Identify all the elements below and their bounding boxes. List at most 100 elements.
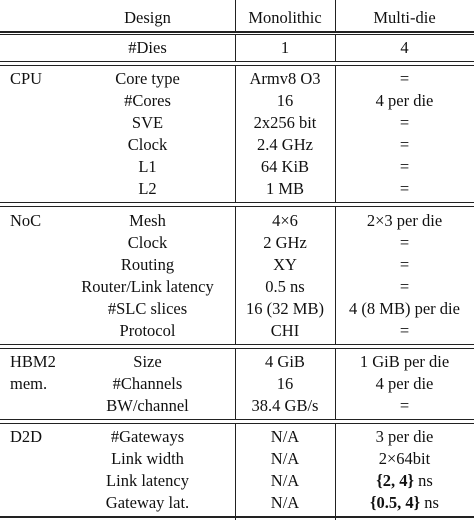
table-row: Protocol CHI = — [0, 320, 474, 342]
rule-gap — [0, 33, 474, 34]
monolithic-value: 1 MB — [265, 179, 305, 198]
dies-monolithic: 1 — [280, 38, 290, 57]
row-label: Router/Link latency — [81, 277, 214, 296]
row-label: Protocol — [119, 321, 176, 340]
row-label: Link latency — [106, 471, 189, 490]
multi-die-value: {2, 4} ns — [335, 470, 474, 492]
header-monolithic: Monolithic — [248, 8, 322, 27]
table-row: SVE 2x256 bit = — [0, 112, 474, 134]
multi-die-value: 2×64bit — [378, 449, 431, 468]
group-label-noc: NoC — [10, 211, 42, 230]
monolithic-value: 2 GHz — [263, 233, 307, 252]
rule — [0, 31, 474, 33]
multi-die-value: 4 per die — [375, 91, 434, 110]
table-row: #SLC slices 16 (32 MB) 4 (8 MB) per die — [0, 298, 474, 320]
table-row: L1 64 KiB = — [0, 156, 474, 178]
multi-die-value: = — [399, 255, 410, 274]
multi-die-value: = — [399, 321, 410, 340]
rule — [0, 348, 474, 349]
row-label: #Channels — [112, 374, 183, 393]
multi-die-value: = — [399, 396, 410, 415]
table-row: Router/Link latency 0.5 ns = — [0, 276, 474, 298]
row-label: Core type — [115, 69, 180, 88]
multi-die-value: 2×3 per die — [366, 211, 443, 230]
dies-row: #Dies 1 4 — [0, 37, 474, 59]
rule — [0, 61, 474, 62]
rule — [0, 34, 474, 35]
monolithic-value: 16 — [276, 91, 294, 110]
rule — [0, 516, 474, 518]
row-label: L2 — [138, 179, 157, 198]
table-row: D2D #Gateways N/A 3 per die — [0, 426, 474, 448]
monolithic-value: N/A — [270, 471, 300, 490]
monolithic-value: 16 — [276, 374, 294, 393]
monolithic-value: 4×6 — [272, 211, 298, 230]
monolithic-value: CHI — [270, 321, 300, 340]
table-row: BW/channel 38.4 GB/s = — [0, 395, 474, 417]
dies-label: #Dies — [128, 38, 167, 57]
table-row: HBM2 Size 4 GiB 1 GiB per die — [0, 351, 474, 373]
multi-die-value: = — [399, 69, 410, 88]
row-label: #Cores — [124, 91, 171, 110]
multi-die-value: = — [399, 277, 410, 296]
header-design: Design — [124, 8, 171, 27]
monolithic-value: XY — [273, 255, 297, 274]
column-divider — [235, 0, 236, 520]
table-row: L2 1 MB = — [0, 178, 474, 200]
table-row: Link width N/A 2×64bit — [0, 448, 474, 470]
group-label-cpu: CPU — [10, 69, 43, 88]
monolithic-value: 4 GiB — [265, 352, 305, 371]
row-label: L1 — [138, 157, 157, 176]
monolithic-value: N/A — [270, 493, 300, 512]
rule-gap — [0, 345, 474, 348]
multi-die-value: 4 per die — [375, 374, 434, 393]
multi-die-value: = — [399, 179, 410, 198]
column-divider — [335, 0, 336, 520]
group-label-d2d: D2D — [10, 427, 43, 446]
row-label: Mesh — [129, 211, 166, 230]
rule — [0, 65, 474, 66]
monolithic-value: 0.5 ns — [265, 277, 305, 296]
table-row: #Cores 16 4 per die — [0, 90, 474, 112]
bold-value: {0.5, 4} — [370, 493, 421, 512]
table-row: Clock 2 GHz = — [0, 232, 474, 254]
multi-die-value: {0.5, 4} ns — [335, 492, 474, 514]
rule-gap — [0, 203, 474, 206]
table-row: NoC Mesh 4×6 2×3 per die — [0, 210, 474, 232]
table-row: Link latency N/A {2, 4} ns — [0, 470, 474, 492]
table-row: Gateway lat. N/A {0.5, 4} ns — [0, 492, 474, 514]
multi-die-value: = — [399, 233, 410, 252]
group-label-hbm2: HBM2 — [10, 352, 56, 371]
row-label: #Gateways — [110, 427, 185, 446]
multi-die-value: = — [399, 135, 410, 154]
monolithic-value: 2.4 GHz — [257, 135, 313, 154]
row-label: #SLC slices — [107, 299, 188, 318]
monolithic-value: 2x256 bit — [253, 113, 317, 132]
rule — [0, 419, 474, 420]
table-row: mem. #Channels 16 4 per die — [0, 373, 474, 395]
row-label: BW/channel — [106, 396, 189, 415]
unit-suffix: ns — [413, 471, 433, 490]
bold-value: {2, 4} — [376, 471, 414, 490]
rule-gap — [0, 420, 474, 423]
multi-die-value: = — [399, 157, 410, 176]
group-label-mem: mem. — [10, 374, 48, 393]
rule-gap — [0, 62, 474, 65]
table-row: Clock 2.4 GHz = — [0, 134, 474, 156]
header-row: Design Monolithic Multi-die — [0, 7, 474, 29]
monolithic-value: N/A — [270, 449, 300, 468]
row-label: Routing — [120, 255, 175, 274]
row-label: Clock — [127, 233, 168, 252]
monolithic-value: Armv8 O3 — [249, 69, 321, 88]
monolithic-value: 64 KiB — [260, 157, 310, 176]
table-row: CPU Core type Armv8 O3 = — [0, 68, 474, 90]
monolithic-value: 38.4 GB/s — [251, 396, 319, 415]
row-label: Size — [133, 352, 162, 371]
row-label: SVE — [131, 113, 164, 132]
monolithic-value: N/A — [270, 427, 300, 446]
rule — [0, 206, 474, 207]
multi-die-value: 1 GiB per die — [359, 352, 450, 371]
multi-die-value: = — [399, 113, 410, 132]
table-row: Routing XY = — [0, 254, 474, 276]
row-label: Gateway lat. — [105, 493, 190, 512]
